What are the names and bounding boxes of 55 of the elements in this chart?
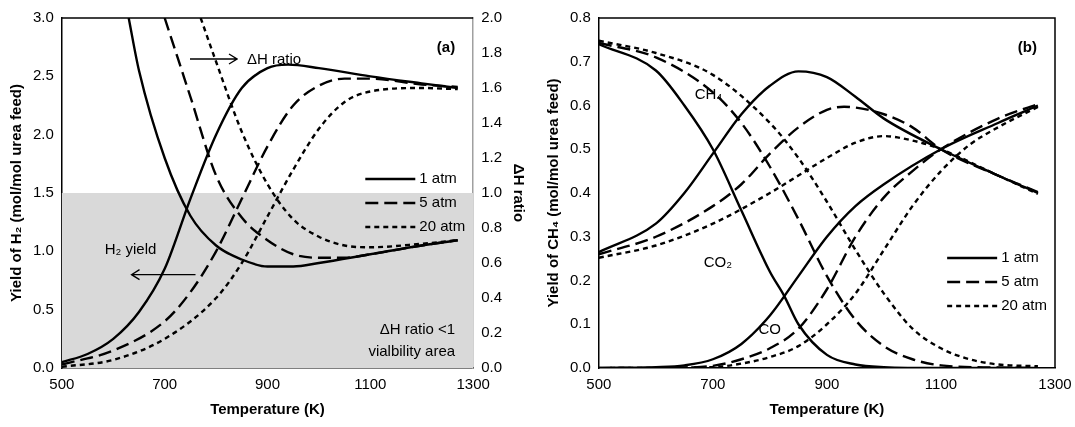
y-tick-label: 0.0 xyxy=(569,358,591,376)
y-tick-label: 3.0 xyxy=(32,8,54,26)
x-tick-label: 700 xyxy=(700,375,726,393)
legend-label: 5 atm xyxy=(419,193,457,211)
legend-label: 5 atm xyxy=(1001,272,1039,290)
legend-label: 1 atm xyxy=(419,169,457,187)
y2-tick-label: 1.8 xyxy=(481,43,503,61)
x-axis-title: Temperature (K) xyxy=(769,400,885,418)
y2-tick-label: 0.2 xyxy=(481,323,503,341)
text: (a) xyxy=(436,38,456,56)
x-tick-label: 900 xyxy=(254,375,281,393)
x-tick-label: 900 xyxy=(814,375,840,393)
y-tick-label: 2.0 xyxy=(32,124,54,142)
x-tick-label: 500 xyxy=(49,375,75,393)
legend-label: 1 atm xyxy=(1001,248,1039,266)
x-tick-label: 1100 xyxy=(354,375,387,393)
legend-label: 20 atm xyxy=(1001,296,1047,314)
y-tick-label: 0.5 xyxy=(32,299,54,317)
y-tick-label: 1.0 xyxy=(32,241,54,259)
y2-tick-label: 1.2 xyxy=(481,148,503,166)
y-axis-title: Yield of H₂ (mol/mol urea feed) xyxy=(7,84,25,302)
x-tick-label: 500 xyxy=(586,375,612,393)
y2-tick-label: 0.0 xyxy=(481,358,503,376)
y2-tick-label: 0.4 xyxy=(481,288,503,306)
x-tick-label: 700 xyxy=(152,375,178,393)
y-axis-title: Yield of CH₄ (mol/mol urea feed) xyxy=(544,78,562,308)
y2-tick-label: 1.0 xyxy=(481,183,503,201)
y-tick-label: 0.5 xyxy=(569,139,591,157)
y-tick-label: 0.2 xyxy=(569,270,591,288)
x-axis-title: Temperature (K) xyxy=(210,400,325,418)
legend-label: 20 atm xyxy=(419,217,466,235)
y2-tick-label: 0.6 xyxy=(481,253,503,271)
y-tick-label: 0.3 xyxy=(569,226,591,244)
y2-tick-label: 2.0 xyxy=(481,8,503,26)
y-tick-label: 0.1 xyxy=(569,314,591,332)
annotation: CH₄ xyxy=(694,85,723,103)
annotation: ΔH ratio xyxy=(246,50,302,68)
y-tick-label: 0.0 xyxy=(32,358,54,376)
text: (b) xyxy=(1017,38,1037,56)
y2-tick-label: 1.4 xyxy=(481,113,503,131)
y-tick-label: 0.6 xyxy=(569,95,591,113)
y-tick-label: 0.8 xyxy=(569,8,591,26)
y-tick-label: 0.7 xyxy=(569,51,591,69)
y-tick-label: 1.5 xyxy=(32,183,54,201)
y-tick-label: 0.4 xyxy=(569,183,591,201)
annotation: CO₂ xyxy=(703,253,733,271)
x-tick-label: 1300 xyxy=(1038,375,1072,393)
x-tick-label: 1100 xyxy=(924,375,958,393)
y2-tick-label: 1.6 xyxy=(481,78,503,96)
y2-tick-label: 0.8 xyxy=(481,218,503,236)
y-tick-label: 2.5 xyxy=(32,66,54,84)
annotation: H₂ yield xyxy=(104,239,157,257)
y2-axis-title: ΔH ratio xyxy=(510,163,528,223)
x-tick-label: 1300 xyxy=(456,375,490,393)
band-label: ΔH ratio <1 vialbility area xyxy=(368,320,456,359)
